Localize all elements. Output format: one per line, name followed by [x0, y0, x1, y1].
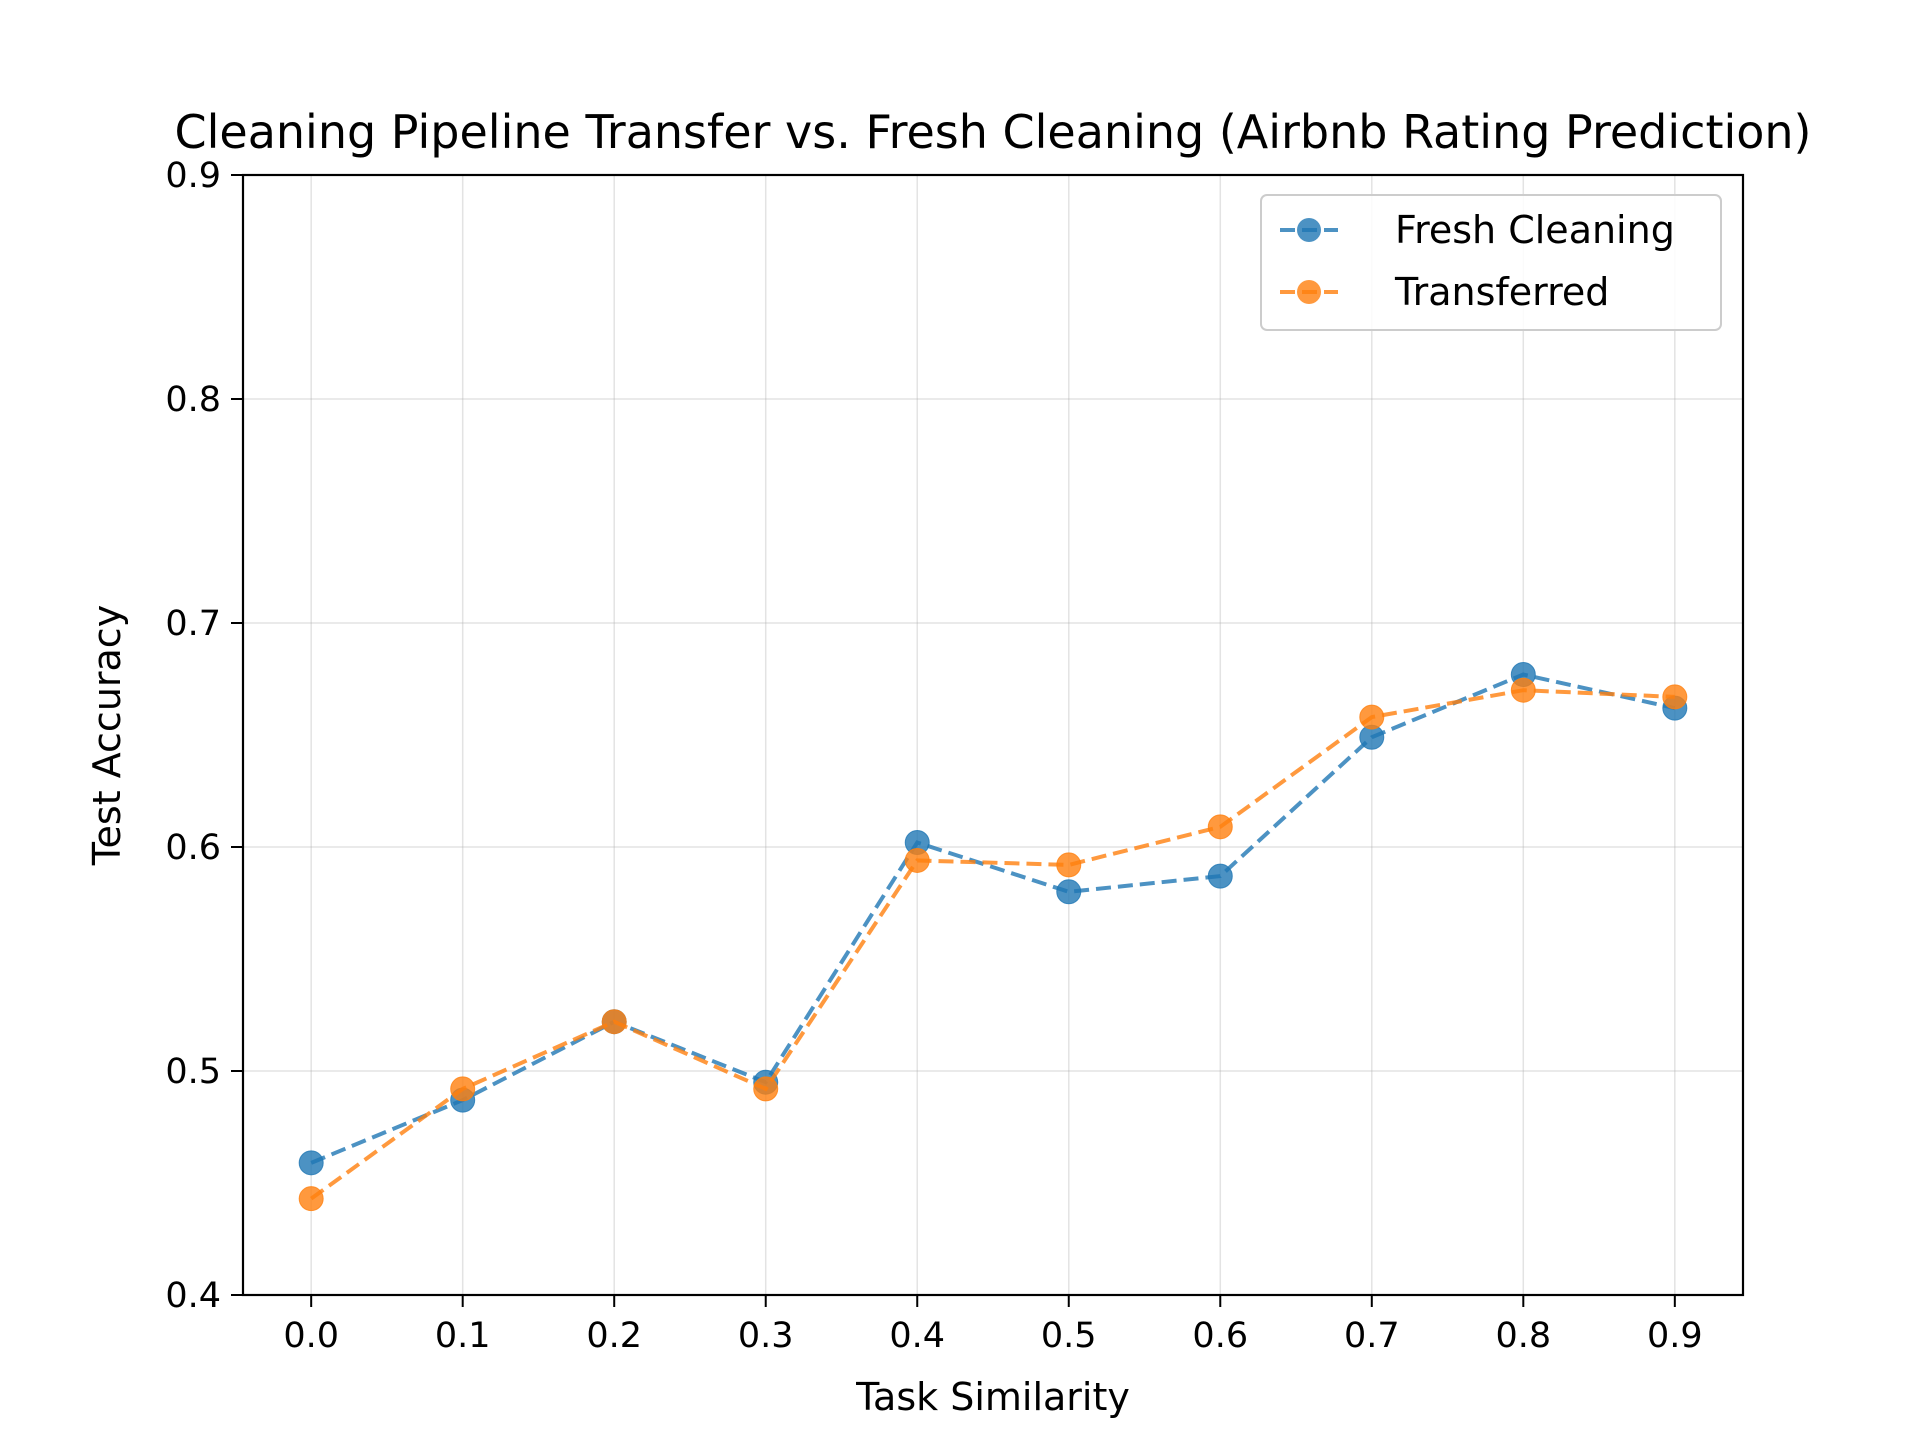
- y-axis-label: Test Accuracy: [85, 605, 129, 866]
- x-tick-label: 0.9: [1647, 1316, 1703, 1356]
- data-point-transferred: [450, 1076, 476, 1102]
- data-point-transferred: [753, 1076, 779, 1102]
- series-line-fresh-cleaning: [310, 672, 1676, 1165]
- x-tick-label: 0.3: [738, 1316, 794, 1356]
- y-tick-label: 0.5: [165, 1052, 221, 1092]
- legend-items: Fresh Cleaning Transferred: [1280, 208, 1675, 314]
- data-point-transferred: [1359, 704, 1385, 730]
- data-point-fresh-cleaning: [298, 1150, 324, 1176]
- x-axis: 0.0 0.1 0.2 0.3 0.4 0.5 0.6 0.7 0.8 0.9: [283, 1295, 1703, 1356]
- legend-item-transferred: Transferred: [1280, 270, 1609, 314]
- legend-swatch-marker: [1297, 280, 1321, 304]
- data-point-transferred: [904, 847, 930, 873]
- x-tick-label: 0.7: [1344, 1316, 1400, 1356]
- x-tick-label: 0.2: [586, 1316, 642, 1356]
- legend-label: Transferred: [1394, 270, 1609, 314]
- data-point-transferred: [1056, 852, 1082, 878]
- data-point-transferred: [1510, 677, 1536, 703]
- x-tick-label: 0.6: [1192, 1316, 1248, 1356]
- grid-lines: [243, 174, 1743, 1296]
- data-point-transferred: [1662, 684, 1688, 710]
- legend-label: Fresh Cleaning: [1395, 208, 1675, 252]
- data-point-transferred: [298, 1186, 324, 1212]
- y-axis: 0.4 0.5 0.6 0.7 0.8 0.9: [165, 156, 243, 1316]
- legend: Fresh Cleaning Transferred: [1260, 194, 1722, 331]
- x-tick-label: 0.8: [1495, 1316, 1551, 1356]
- x-tick-label: 0.0: [283, 1316, 339, 1356]
- series-line-transferred: [310, 688, 1675, 1201]
- y-tick-label: 0.9: [165, 156, 221, 196]
- data-point-transferred: [1207, 814, 1233, 840]
- y-tick-label: 0.7: [165, 604, 221, 644]
- data-point-fresh-cleaning: [1056, 879, 1082, 905]
- y-tick-label: 0.6: [165, 828, 221, 868]
- x-tick-label: 0.5: [1041, 1316, 1097, 1356]
- x-tick-label: 0.1: [435, 1316, 491, 1356]
- data-point-fresh-cleaning: [1207, 863, 1233, 889]
- y-tick-label: 0.4: [165, 1276, 221, 1316]
- legend-frame: [1260, 194, 1722, 331]
- y-tick-label: 0.8: [165, 380, 221, 420]
- series-fresh-cleaning: [298, 662, 1688, 1176]
- series-layer: [298, 662, 1688, 1212]
- x-axis-label: Task Similarity: [855, 1375, 1130, 1419]
- legend-item-fresh-cleaning: Fresh Cleaning: [1280, 208, 1675, 252]
- legend-swatch-marker: [1297, 218, 1321, 242]
- chart-title: Cleaning Pipeline Transfer vs. Fresh Cle…: [175, 105, 1812, 159]
- x-tick-label: 0.4: [889, 1316, 945, 1356]
- data-point-transferred: [601, 1009, 627, 1035]
- series-transferred: [298, 677, 1688, 1212]
- plot-frame: [241, 173, 1745, 1297]
